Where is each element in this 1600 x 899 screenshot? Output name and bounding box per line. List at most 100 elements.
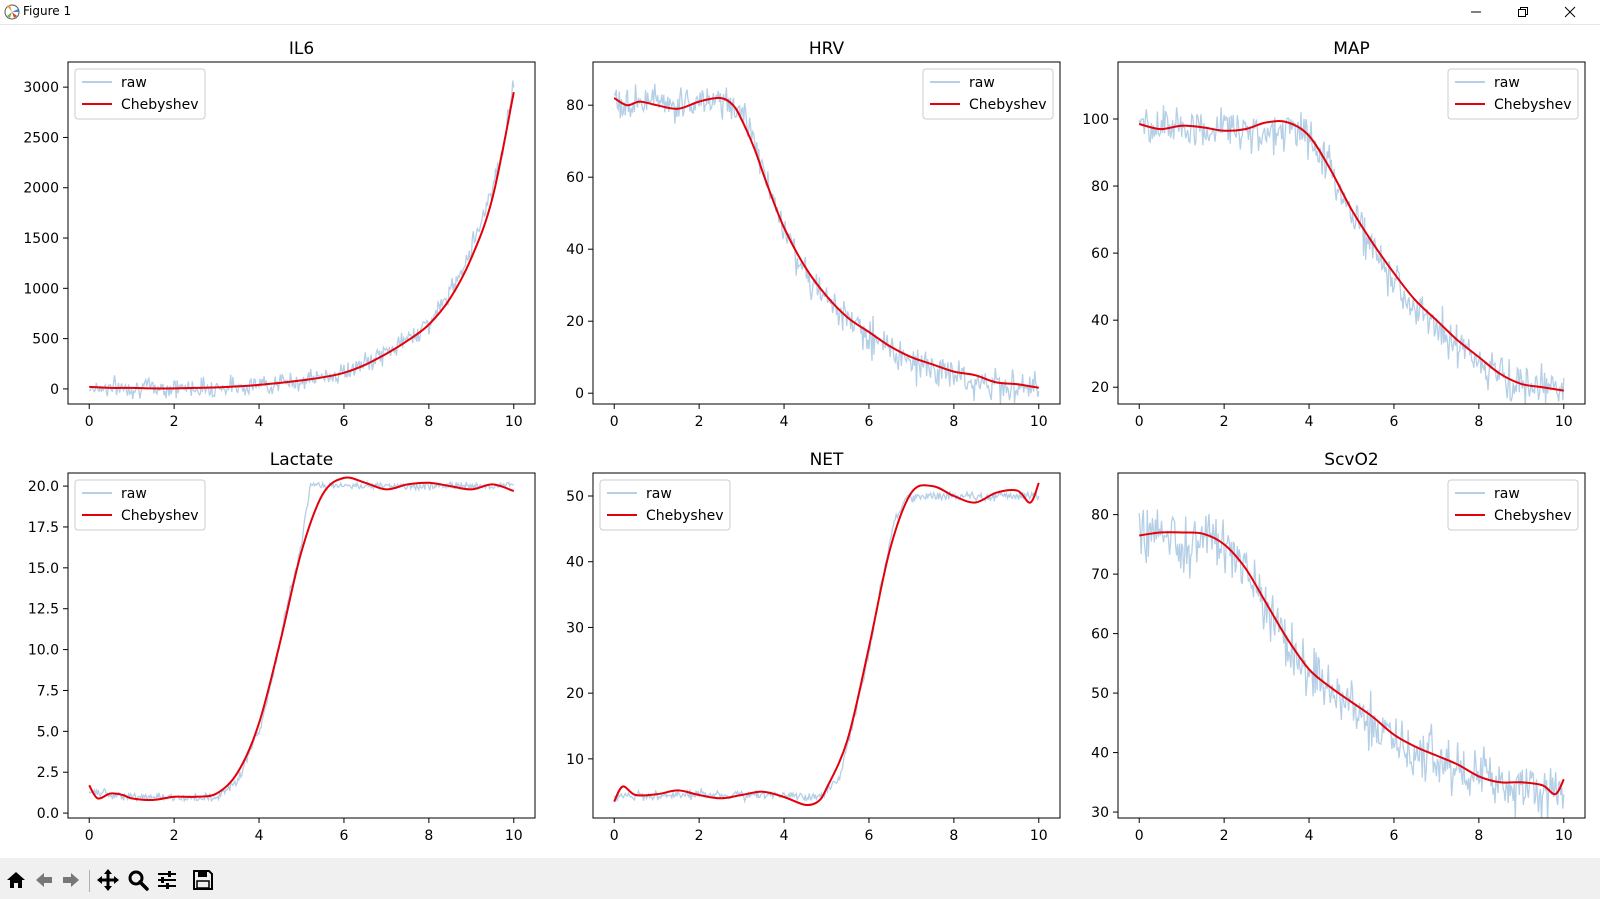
restore-icon (1518, 7, 1528, 17)
y-tick-label: 30 (566, 620, 584, 636)
y-tick-label: 60 (1091, 246, 1109, 262)
y-tick-label: 20 (566, 686, 584, 702)
legend: raw Chebyshev (1447, 479, 1579, 531)
y-tick-label: 80 (1091, 179, 1109, 195)
legend: raw Chebyshev (74, 68, 206, 120)
y-tick-label: 2.5 (37, 765, 59, 781)
minimize-button[interactable] (1453, 0, 1499, 24)
magnifier-icon (128, 870, 149, 891)
home-button[interactable] (4, 868, 28, 892)
y-tick-label: 100 (1082, 112, 1109, 128)
y-tick-label: 40 (566, 555, 584, 571)
restore-button[interactable] (1500, 0, 1546, 24)
raw-series-line (613, 83, 1040, 404)
x-tick-label: 4 (1305, 414, 1314, 430)
chebyshev-series-line (1138, 120, 1564, 392)
raw-series-line (88, 479, 514, 803)
x-tick-label: 8 (949, 414, 958, 430)
y-tick-label: 0 (575, 386, 584, 402)
subplot-hrv[interactable]: HRV 0 2 4 6 8 10 0 20 40 60 80 raw Chebyshev (566, 39, 1061, 430)
x-tick-label: 10 (1030, 828, 1048, 844)
x-tick-label: 2 (695, 414, 704, 430)
raw-series-line (1138, 105, 1565, 404)
y-tick-label: 70 (1091, 567, 1109, 583)
legend-raw-label: raw (1494, 75, 1520, 91)
legend-chebyshev-label: Chebyshev (1494, 508, 1572, 524)
x-tick-label: 0 (1135, 828, 1144, 844)
y-tick-label: 30 (1091, 805, 1109, 821)
x-tick-label: 0 (85, 828, 94, 844)
x-tick-label: 6 (1389, 828, 1398, 844)
y-tick-label: 50 (566, 489, 584, 505)
x-tick-label: 10 (1030, 414, 1048, 430)
chart-title: Lactate (270, 450, 333, 470)
y-tick-label: 500 (32, 332, 59, 348)
x-tick-label: 0 (1135, 414, 1144, 430)
subplot-net[interactable]: NET 0 2 4 6 8 10 10 20 30 40 50 raw Chebyshev (566, 450, 1061, 844)
legend: raw Chebyshev (1447, 68, 1579, 120)
x-tick-label: 10 (505, 828, 523, 844)
arrow-right-icon (63, 873, 79, 887)
close-button[interactable] (1547, 0, 1593, 24)
x-tick-label: 4 (255, 414, 264, 430)
axes-frame (592, 472, 1061, 819)
chebyshev-series-line (613, 482, 1040, 807)
save-button[interactable] (191, 868, 215, 892)
y-tick-label: 1500 (23, 231, 59, 247)
y-tick-label: 10.0 (28, 643, 59, 659)
axes-frame (1117, 472, 1586, 819)
legend-raw-label: raw (1494, 486, 1520, 502)
configure-subplots-button[interactable] (155, 868, 179, 892)
legend-raw-label: raw (121, 75, 147, 91)
x-tick-label: 8 (424, 828, 433, 844)
legend: raw Chebyshev (599, 479, 731, 531)
x-tick-label: 4 (780, 828, 789, 844)
y-tick-label: 0.0 (37, 806, 59, 822)
save-icon (193, 870, 213, 890)
navigation-toolbar (0, 858, 1600, 899)
pan-button[interactable] (96, 868, 120, 892)
y-tick-label: 80 (1091, 508, 1109, 524)
chebyshev-series-line (1139, 531, 1565, 796)
chebyshev-series-line (89, 91, 515, 390)
x-tick-label: 4 (255, 828, 264, 844)
legend-raw-label: raw (646, 486, 672, 502)
move-icon (97, 869, 119, 891)
y-tick-label: 17.5 (28, 520, 59, 536)
legend-chebyshev-label: Chebyshev (1494, 97, 1572, 113)
subplot-lactate[interactable]: Lactate 0 2 4 6 8 10 0.0 2.5 5.0 7.5 10.0 12.5 15.0 17… (28, 450, 536, 844)
legend-chebyshev-label: Chebyshev (646, 508, 724, 524)
close-icon (1564, 6, 1576, 18)
x-tick-label: 8 (949, 828, 958, 844)
x-tick-label: 6 (339, 828, 348, 844)
sliders-icon (158, 871, 176, 889)
legend-raw-label: raw (121, 486, 147, 502)
legend: raw Chebyshev (74, 479, 206, 531)
x-tick-label: 6 (1389, 414, 1398, 430)
y-tick-label: 15.0 (28, 561, 59, 577)
minimize-icon (1471, 11, 1481, 13)
x-tick-label: 10 (1555, 828, 1573, 844)
subplot-scvo2[interactable]: ScvO2 0 2 4 6 8 10 30 40 50 60 70 80 raw Chebyshev (1091, 450, 1586, 844)
subplot-il6[interactable]: IL6 0 2 4 6 8 10 0 500 1000 1500 2000 2500 3000 raw Che… (23, 39, 536, 430)
y-tick-label: 5.0 (37, 724, 59, 740)
x-tick-label: 0 (85, 414, 94, 430)
subplot-map[interactable]: MAP 0 2 4 6 8 10 20 40 60 80 100 raw Chebyshev (1082, 39, 1586, 430)
x-tick-label: 4 (780, 414, 789, 430)
y-tick-label: 2500 (23, 130, 59, 146)
back-button[interactable] (32, 868, 56, 892)
y-tick-label: 1000 (23, 281, 59, 297)
zoom-button[interactable] (126, 868, 150, 892)
x-tick-label: 2 (170, 414, 179, 430)
forward-button[interactable] (59, 868, 83, 892)
raw-series-line (1138, 509, 1565, 818)
x-tick-label: 0 (610, 828, 619, 844)
y-tick-label: 7.5 (37, 683, 59, 699)
window-title: Figure 1 (23, 4, 72, 18)
y-tick-label: 10 (566, 752, 584, 768)
legend-chebyshev-label: Chebyshev (121, 97, 199, 113)
x-tick-label: 8 (424, 414, 433, 430)
figure-canvas[interactable]: IL6 0 2 4 6 8 10 0 500 1000 1500 2000 2500 3000 raw Che… (0, 25, 1600, 858)
y-tick-label: 20 (566, 314, 584, 330)
y-tick-label: 50 (1091, 686, 1109, 702)
